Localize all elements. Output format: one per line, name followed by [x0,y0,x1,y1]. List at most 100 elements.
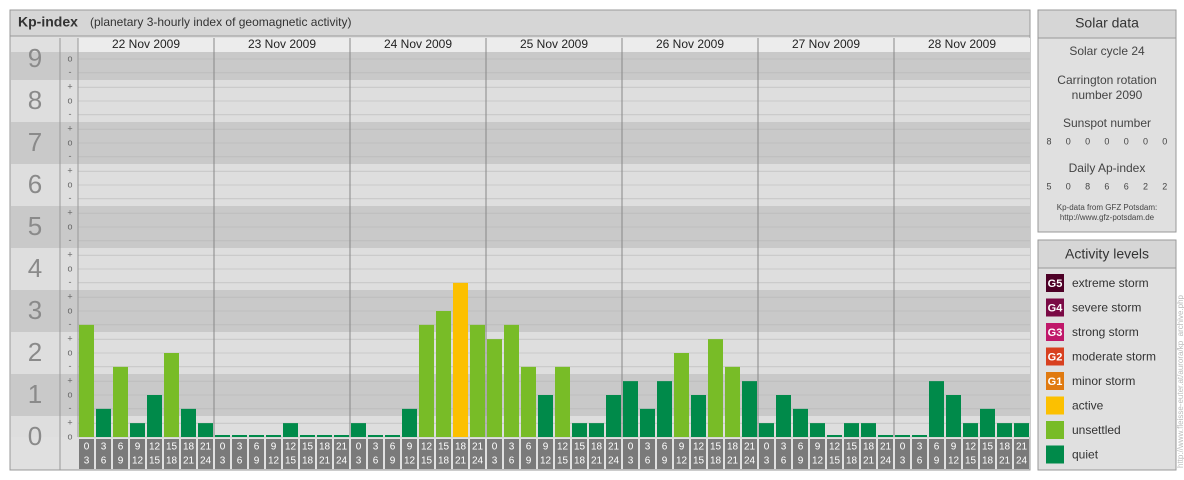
bar [810,423,825,437]
bar [181,408,196,437]
bar [164,353,179,437]
interval-box [572,439,587,469]
interval-end: 3 [220,456,226,467]
interval-start: 6 [526,442,532,453]
interval-box [215,439,230,469]
interval-box [164,439,179,469]
interval-start: 0 [764,442,770,453]
interval-start: 3 [237,442,243,453]
interval-box [300,439,315,469]
interval-end: 21 [319,456,331,467]
interval-end: 3 [356,456,362,467]
interval-end: 15 [965,456,977,467]
interval-start: 15 [982,442,994,453]
ap-value: 6 [1104,181,1109,191]
interval-box [725,439,740,469]
interval-start: 12 [829,442,841,453]
interval-box [623,439,638,469]
interval-start: 15 [166,442,178,453]
interval-box [946,439,961,469]
interval-start: 21 [1016,442,1028,453]
interval-end: 6 [645,456,651,467]
bar [742,381,757,437]
bar [555,366,570,437]
interval-end: 15 [149,456,161,467]
bar [708,339,723,437]
interval-box [691,439,706,469]
sunspot-value: 0 [1085,136,1090,146]
levels-title-bar [1037,239,1177,269]
interval-end: 21 [183,456,195,467]
bar [776,395,791,437]
interval-end: 21 [591,456,603,467]
minor-tick-label: + [67,208,72,218]
bar [283,423,298,437]
interval-start: 18 [727,442,739,453]
day-label: 27 Nov 2009 [792,37,860,51]
interval-box [147,439,162,469]
interval-box [334,439,349,469]
bar [538,395,553,437]
interval-start: 15 [438,442,450,453]
y-tick-label: 7 [28,127,42,157]
interval-start: 0 [628,442,634,453]
interval-end: 12 [948,456,960,467]
y-tick-label: 9 [28,43,42,73]
bar [606,395,621,437]
interval-start: 9 [407,442,413,453]
interval-end: 6 [917,456,923,467]
level-swatch [1046,445,1064,464]
source: Kp-data from GFZ Potsdam: [1057,203,1157,212]
bar [589,423,604,437]
interval-end: 3 [764,456,770,467]
interval-box [589,439,604,469]
bar [521,366,536,437]
interval-end: 12 [404,456,416,467]
interval-box [113,439,128,469]
bar [623,381,638,437]
bar [317,435,332,437]
bar [725,366,740,437]
bar [351,423,366,437]
bar [334,435,349,437]
interval-box [368,439,383,469]
interval-end: 6 [237,456,243,467]
ap-value: 8 [1085,181,1090,191]
interval-start: 12 [965,442,977,453]
y-tick-label: 4 [28,253,42,283]
title-bar [9,9,1031,37]
bar [1014,423,1029,437]
interval-box [453,439,468,469]
y-tick-label: 1 [28,379,42,409]
bar [96,408,111,437]
bar [147,395,162,437]
day-label: 28 Nov 2009 [928,37,996,51]
interval-box [130,439,145,469]
minor-tick-label: - [69,403,72,413]
interval-box [555,439,570,469]
bar [419,324,434,437]
interval-end: 6 [373,456,379,467]
ap-value: 6 [1124,181,1129,191]
day-label: 22 Nov 2009 [112,37,180,51]
bar [759,423,774,437]
level-label: extreme storm [1072,276,1149,290]
level-swatch [1046,323,1064,341]
sunspot-value: 8 [1046,136,1051,146]
interval-end: 3 [900,456,906,467]
bar [929,381,944,437]
minor-tick-label: + [67,166,72,176]
interval-start: 9 [135,442,141,453]
interval-end: 15 [693,456,705,467]
minor-tick-label: o [67,305,72,315]
interval-start: 21 [336,442,348,453]
interval-box [963,439,978,469]
interval-start: 0 [220,442,226,453]
bar [79,324,94,437]
level-label: moderate storm [1072,350,1156,364]
interval-box [810,439,825,469]
y-tick-label: 3 [28,295,42,325]
bar [130,423,145,437]
interval-start: 18 [455,442,467,453]
interval-end: 18 [846,456,858,467]
